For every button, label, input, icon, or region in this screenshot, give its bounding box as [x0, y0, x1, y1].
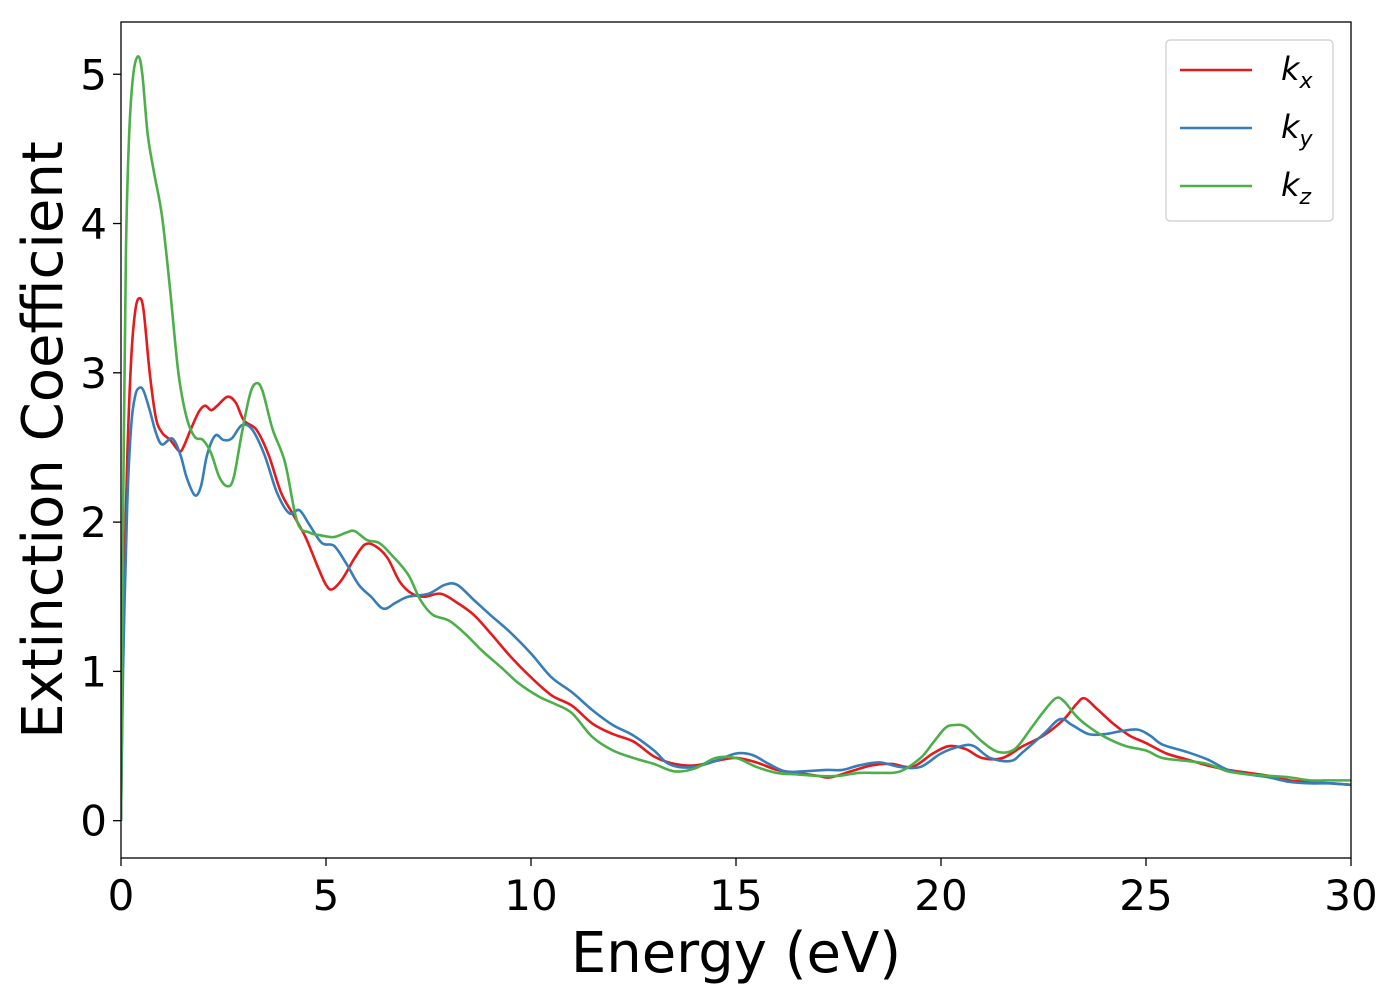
legend-label-subscript: y: [1299, 127, 1314, 152]
ticks-layer: 0 5 10 15 20 25 30 0 1 2 3 4 5: [80, 50, 1377, 920]
x-tick-label: 20: [914, 871, 967, 920]
legend-label-main: k: [1281, 108, 1301, 146]
series-line-y: [121, 386, 1351, 821]
series-layer: [121, 55, 1351, 821]
y-tick-label: 1: [80, 647, 107, 696]
y-tick-label: 5: [80, 50, 107, 99]
legend-label-subscript: z: [1299, 185, 1312, 210]
x-axis-title: Energy (eV): [571, 921, 901, 986]
y-tick-label: 4: [80, 200, 107, 249]
legend-label-main: k: [1281, 166, 1301, 204]
legend-label-subscript: x: [1299, 69, 1314, 94]
x-tick-label: 25: [1119, 871, 1172, 920]
legend-label-y: ky: [1281, 108, 1314, 152]
series-line-z: [121, 55, 1351, 821]
x-tick-label: 10: [504, 871, 557, 920]
y-tick-label: 3: [80, 349, 107, 398]
x-tick-label: 0: [108, 871, 135, 920]
legend-label-x: kx: [1281, 50, 1314, 94]
x-tick-label: 5: [313, 871, 340, 920]
y-tick-label: 0: [80, 797, 107, 846]
y-axis-title: Extinction Coefficient: [11, 141, 76, 739]
x-tick-label: 30: [1324, 871, 1377, 920]
x-tick-label: 15: [709, 871, 762, 920]
legend-box: [1165, 39, 1334, 222]
y-tick-label: 2: [80, 498, 107, 547]
legend-label-main: k: [1281, 50, 1301, 88]
legend-label-z: kz: [1281, 166, 1312, 210]
